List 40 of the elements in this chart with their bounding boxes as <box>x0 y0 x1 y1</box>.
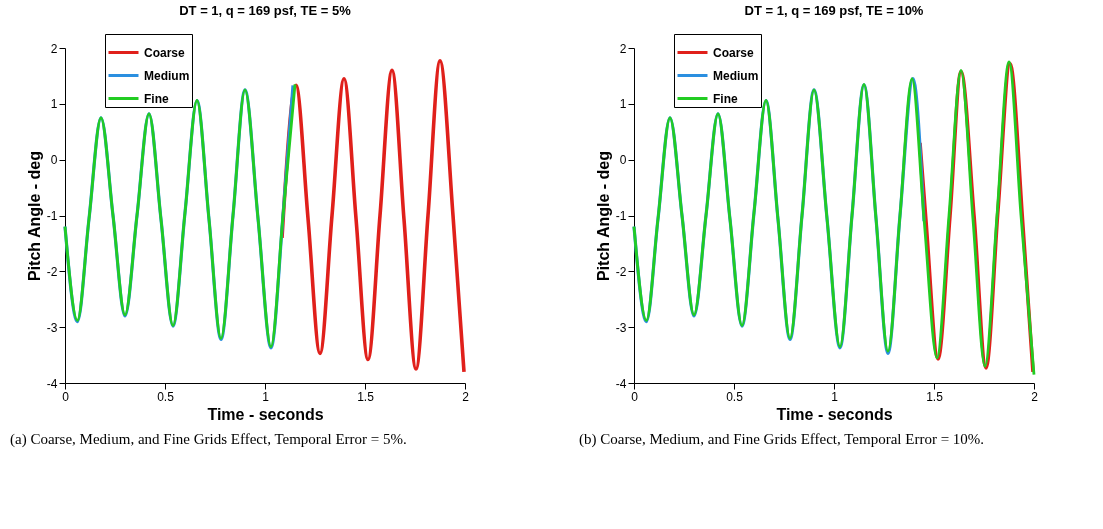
y-tick-label: -3 <box>46 320 58 335</box>
y-tick-label: -3 <box>615 320 627 335</box>
x-tick-label: 0.5 <box>726 389 744 404</box>
chart-title: DT = 1, q = 169 psf, TE = 5% <box>179 3 352 18</box>
legend-label: Medium <box>713 68 759 83</box>
legend-label: Medium <box>144 68 190 83</box>
y-tick-label: 0 <box>50 153 58 168</box>
x-tick-label: 1.5 <box>926 389 944 404</box>
y-tick-label: 2 <box>50 41 58 56</box>
y-axis-title: Pitch Angle - deg <box>594 150 612 282</box>
x-tick-label: 1.5 <box>357 389 375 404</box>
legend-label: Coarse <box>144 45 186 60</box>
text: (b) Coarse, Medium, and Fine Grids Effect, Temporal Error = 10%. <box>579 431 985 448</box>
legend-label: Fine <box>713 91 738 106</box>
x-tick-label: 2 <box>462 389 470 404</box>
line-series <box>280 59 466 374</box>
legend-label: Coarse <box>713 45 755 60</box>
x-axis-title: Time - seconds <box>776 405 893 423</box>
y-tick-label: 1 <box>50 97 58 112</box>
text: (a) Coarse, Medium, and Fine Grids Effect, Temporal Error = 5%. <box>10 431 407 448</box>
x-tick-label: 0 <box>631 389 639 404</box>
chart-title: DT = 1, q = 169 psf, TE = 10% <box>744 3 924 18</box>
x-tick-label: 2 <box>1031 389 1039 404</box>
y-tick-label: 0 <box>619 153 627 168</box>
x-tick-label: 1 <box>262 389 270 404</box>
y-tick-label: -1 <box>615 209 627 223</box>
legend-label: Fine <box>144 91 169 106</box>
y-tick-label: -2 <box>615 264 627 279</box>
x-tick-label: 0 <box>62 389 70 404</box>
x-tick-label: 0.5 <box>157 389 175 404</box>
y-tick-label: 1 <box>619 97 627 112</box>
y-tick-label: -4 <box>46 376 58 391</box>
line-series <box>632 60 1036 377</box>
x-tick-label: 1 <box>831 389 839 404</box>
y-tick-label: -2 <box>46 264 58 279</box>
x-axis-title: Time - seconds <box>207 405 324 423</box>
y-tick-label: -4 <box>615 376 627 391</box>
y-tick-label: -1 <box>46 209 58 223</box>
y-axis-title: Pitch Angle - deg <box>25 150 43 282</box>
y-tick-label: 2 <box>619 41 627 56</box>
